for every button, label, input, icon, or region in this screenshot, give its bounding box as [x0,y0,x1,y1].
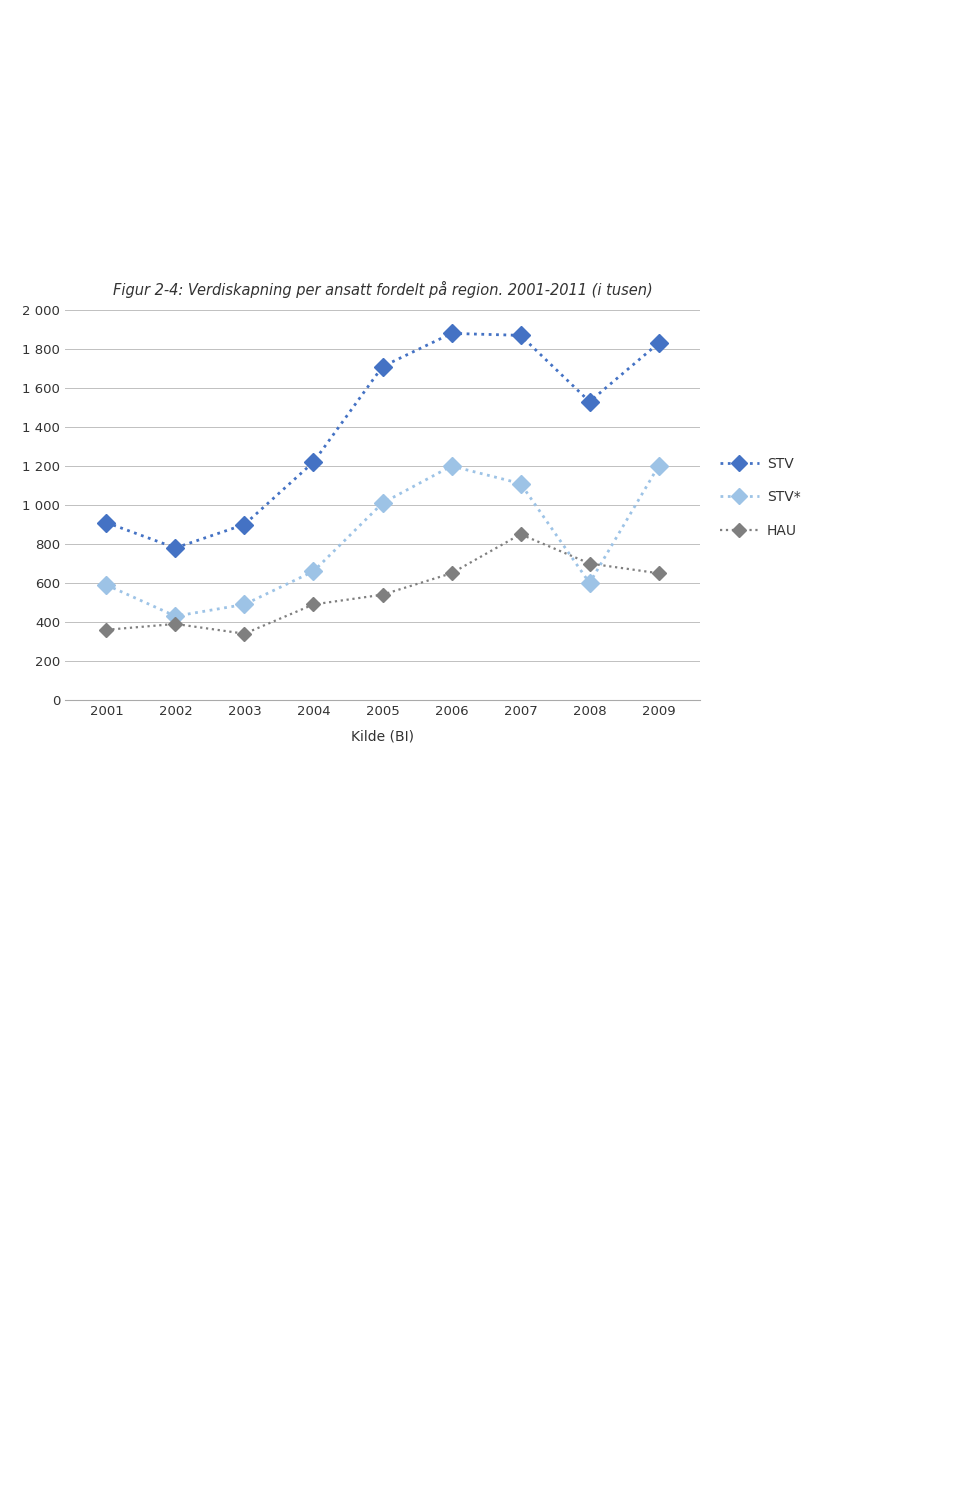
Text: Kilde (BI): Kilde (BI) [351,730,414,745]
Legend: STV, STV*, HAU: STV, STV*, HAU [720,457,801,537]
Text: Figur 2-4: Verdiskapning per ansatt fordelt på region. 2001-2011 (i tusen): Figur 2-4: Verdiskapning per ansatt ford… [112,280,653,298]
